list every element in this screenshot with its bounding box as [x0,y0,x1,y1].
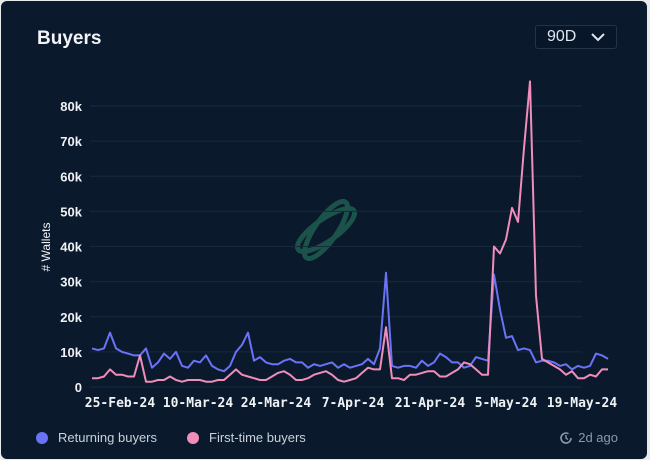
x-tick-label: 5-May-24 [475,396,538,411]
y-tick-label: 80k [60,99,82,114]
range-dropdown[interactable]: 90D [535,25,617,49]
y-tick-label: 50k [60,204,82,219]
chevron-down-icon [591,33,605,42]
x-tick-label: 25-Feb-24 [85,396,156,411]
last-updated: 2d ago [559,430,618,445]
x-tick-label: 21-Apr-24 [395,396,466,411]
x-tick-label: 19-May-24 [547,396,618,411]
y-tick-label: 70k [60,134,82,149]
watermark-logo [294,198,358,262]
returning-buyers-line [91,271,609,373]
y-tick-label: 10k [60,345,82,360]
legend-returning-label: Returning buyers [58,430,157,445]
x-tick-label: 10-Mar-24 [163,396,234,411]
y-tick-label: 0 [75,380,82,395]
x-tick-label: 7-Apr-24 [322,396,385,411]
returning-dot-icon [36,431,48,444]
first-time-buyers-line [92,80,608,383]
updated-text: 2d ago [578,430,618,445]
range-value: 90D [547,28,577,45]
y-axis-label: # Wallets [39,223,53,272]
x-tick-label: 24-Mar-24 [241,396,312,411]
y-tick-label: 40k [60,240,82,255]
y-tick-label: 30k [60,275,82,290]
legend-returning[interactable]: Returning buyers [36,430,157,445]
card-title: Buyers [37,28,102,49]
legend-first-time-label: First-time buyers [209,430,306,445]
y-tick-label: 20k [60,310,82,325]
y-tick-label: 60k [60,169,82,184]
legend-first-time[interactable]: First-time buyers [187,430,306,445]
clock-refresh-icon [560,431,573,444]
first-time-dot-icon [187,431,199,444]
